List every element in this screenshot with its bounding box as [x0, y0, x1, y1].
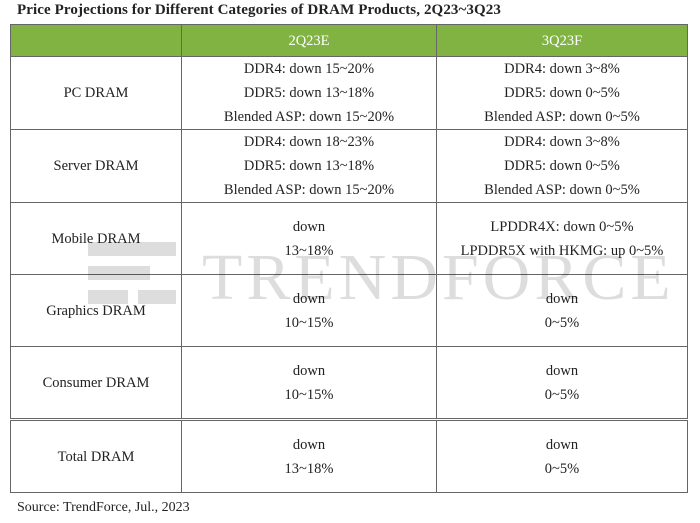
header-3q23f: 3Q23F — [436, 24, 688, 57]
cell-line: Blended ASP: down 0~5% — [484, 182, 640, 198]
cell-line: down — [292, 436, 326, 453]
cell-line: down — [545, 290, 579, 307]
cell-line: down — [545, 362, 579, 379]
cell-line: 0~5% — [544, 314, 580, 331]
cell-3q23f: DDR4: down 3~8% DDR5: down 0~5% Blended … — [436, 129, 688, 203]
cell-2q23e: DDR4: down 15~20% DDR5: down 13~18% Blen… — [181, 56, 437, 130]
row-category: PC DRAM — [10, 56, 182, 130]
cell-line: Blended ASP: down 15~20% — [223, 182, 395, 198]
cell-2q23e: down 13~18% — [181, 418, 437, 493]
cell-line: DDR4: down 15~20% — [243, 61, 375, 77]
cell-line: Blended ASP: down 15~20% — [223, 109, 395, 125]
cell-line: DDR5: down 0~5% — [504, 85, 620, 101]
cell-3q23f: down 0~5% — [436, 418, 688, 493]
cell-line: down — [292, 218, 326, 235]
cell-line: DDR5: down 13~18% — [243, 85, 375, 101]
row-category: Graphics DRAM — [10, 274, 182, 347]
cell-line: DDR4: down 18~23% — [243, 134, 375, 150]
cell-line: 13~18% — [284, 242, 334, 259]
cell-line: DDR4: down 3~8% — [504, 61, 620, 77]
header-blank-cell — [10, 24, 182, 57]
table-row: PC DRAM DDR4: down 15~20% DDR5: down 13~… — [10, 56, 688, 130]
row-category: Consumer DRAM — [10, 346, 182, 420]
cell-line: 10~15% — [284, 386, 334, 403]
cell-line: DDR5: down 13~18% — [243, 158, 375, 174]
cell-line: Blended ASP: down 0~5% — [484, 109, 640, 125]
header-row: 2Q23E 3Q23F — [10, 24, 688, 57]
cell-3q23f: down 0~5% — [436, 274, 688, 347]
table-row: Mobile DRAM down 13~18% LPDDR4X: down 0~… — [10, 202, 688, 275]
table-row: Consumer DRAM down 10~15% down 0~5% — [10, 346, 688, 420]
cell-line: down — [292, 290, 326, 307]
row-category: Total DRAM — [10, 418, 182, 493]
cell-line: 13~18% — [284, 460, 334, 477]
source-note: Source: TrendForce, Jul., 2023 — [17, 500, 190, 515]
table-row-total: Total DRAM down 13~18% down 0~5% — [10, 418, 688, 493]
cell-line: 0~5% — [544, 386, 580, 403]
cell-2q23e: down 10~15% — [181, 274, 437, 347]
cell-line: DDR5: down 0~5% — [504, 158, 620, 174]
cell-2q23e: down 10~15% — [181, 346, 437, 420]
cell-2q23e: down 13~18% — [181, 202, 437, 275]
cell-line: DDR4: down 3~8% — [504, 134, 620, 150]
cell-line: down — [545, 436, 579, 453]
cell-line: down — [292, 362, 326, 379]
cell-line: LPDDR4X: down 0~5% — [490, 218, 634, 235]
cell-3q23f: DDR4: down 3~8% DDR5: down 0~5% Blended … — [436, 56, 688, 130]
table-row: Graphics DRAM down 10~15% down 0~5% — [10, 274, 688, 347]
cell-line: 10~15% — [284, 314, 334, 331]
table-title: Price Projections for Different Categori… — [17, 2, 501, 18]
cell-line: LPDDR5X with HKMG: up 0~5% — [460, 242, 664, 259]
cell-3q23f: LPDDR4X: down 0~5% LPDDR5X with HKMG: up… — [436, 202, 688, 275]
cell-3q23f: down 0~5% — [436, 346, 688, 420]
cell-2q23e: DDR4: down 18~23% DDR5: down 13~18% Blen… — [181, 129, 437, 203]
header-2q23e: 2Q23E — [181, 24, 437, 57]
row-category: Server DRAM — [10, 129, 182, 203]
cell-line: 0~5% — [544, 460, 580, 477]
table-row: Server DRAM DDR4: down 18~23% DDR5: down… — [10, 129, 688, 203]
row-category: Mobile DRAM — [10, 202, 182, 275]
price-projection-table: 2Q23E 3Q23F PC DRAM DDR4: down 15~20% DD… — [10, 24, 688, 493]
